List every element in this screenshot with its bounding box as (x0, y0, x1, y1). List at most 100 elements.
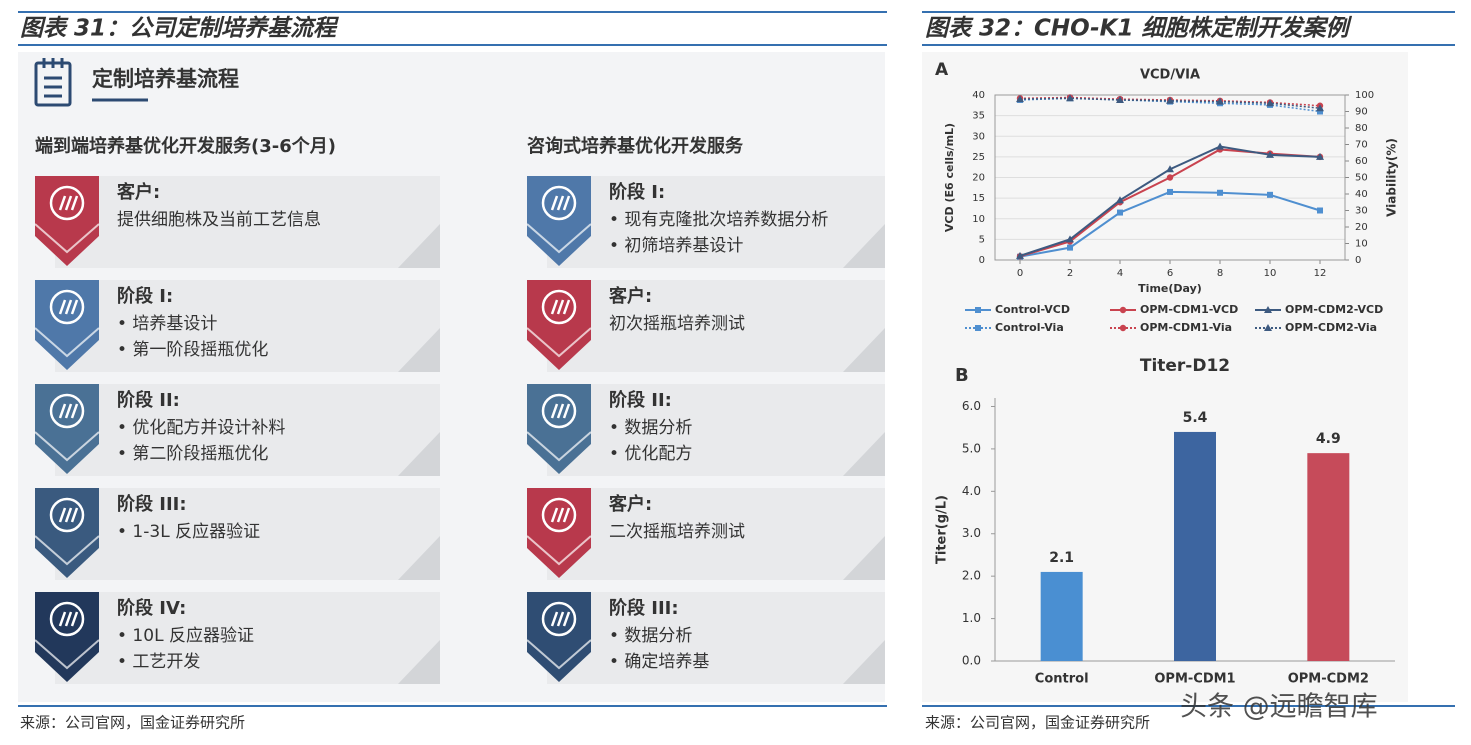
source: 来源：公司官网，国金证券研究所 (925, 714, 1150, 732)
value-label: 2.1 (1049, 550, 1074, 566)
card-corner (843, 536, 885, 580)
step-line: • 培养基设计 (117, 314, 217, 334)
y-tick-label: 20 (972, 173, 985, 184)
step-line: • 第二阶段摇瓶优化 (117, 444, 268, 464)
step-icon (49, 393, 85, 429)
bar (1174, 431, 1216, 661)
y2-tick-label: 0 (1355, 255, 1361, 266)
step-card (55, 488, 440, 580)
y-tick-label: 5.0 (962, 441, 981, 455)
y2-tick-label: 50 (1355, 173, 1368, 184)
y-tick-label: 2.0 (962, 569, 981, 583)
marker (1216, 142, 1224, 150)
step-line: • 优化配方并设计补料 (117, 418, 285, 438)
y2-tick-label: 30 (1355, 206, 1368, 217)
legend-label: Control-VCD (995, 303, 1070, 316)
plot-frame (994, 94, 1346, 261)
x-tick-label: 12 (1314, 268, 1327, 279)
clipboard-icon (34, 58, 72, 107)
x-tick-label: 0 (1017, 268, 1023, 279)
y-tick-label: 6.0 (962, 399, 981, 413)
step-icon (49, 289, 85, 325)
y-tick-label: 25 (972, 152, 985, 163)
diagram-header: 定制培养基流程 (92, 67, 239, 91)
step-icon-glyph (550, 403, 571, 419)
chevron-notch (34, 639, 100, 670)
y2-axis-label: Viability(%) (1385, 138, 1399, 217)
x-tick-label: Control (1035, 672, 1089, 687)
card-corner (398, 536, 440, 580)
step-icon-glyph (58, 611, 79, 627)
card-corner (843, 328, 885, 372)
step-icon-glyph (58, 299, 79, 315)
y2-tick-label: 100 (1355, 90, 1374, 101)
marker (1267, 191, 1273, 198)
chevron-notch (34, 327, 100, 358)
chevron-notch (34, 223, 100, 254)
chart-title: Titer-D12 (1140, 356, 1230, 376)
panel-label: A (935, 60, 949, 80)
marker (1266, 99, 1274, 107)
card-corner (843, 640, 885, 684)
step-icon-glyph (550, 299, 571, 315)
step-line: • 初筛培养基设计 (609, 236, 743, 256)
step-line: • 工艺开发 (117, 652, 200, 672)
y2-tick-label: 70 (1355, 140, 1368, 151)
legend-label: OPM-CDM2-Via (1285, 321, 1377, 334)
legend-label: OPM-CDM2-VCD (1285, 303, 1383, 316)
y-tick-label: 0 (979, 255, 985, 266)
y-tick-label: 1.0 (962, 611, 981, 625)
step-line: • 优化配方 (609, 444, 692, 464)
step-icon (49, 185, 85, 221)
marker (1316, 152, 1324, 160)
x-tick-label: OPM-CDM1 (1154, 672, 1235, 687)
step-icon-glyph (550, 195, 571, 211)
step-line: • 确定培养基 (609, 652, 709, 672)
step-title: 阶段 III: (609, 597, 679, 619)
step-title: 阶段 II: (609, 389, 672, 411)
marker (1317, 108, 1323, 115)
marker (1016, 95, 1024, 103)
step-card (547, 488, 885, 580)
y-tick-label: 10 (972, 214, 985, 225)
step-title: 阶段 I: (609, 181, 665, 203)
step-icon (49, 601, 85, 637)
y2-tick-label: 20 (1355, 222, 1368, 233)
step-card (547, 384, 885, 476)
step-title: 客户: (117, 181, 160, 203)
y2-tick-label: 60 (1355, 156, 1368, 167)
legend-label: OPM-CDM1-VCD (1140, 303, 1238, 316)
step-icon-glyph (550, 507, 571, 523)
marker (1066, 235, 1074, 243)
bar (1040, 571, 1083, 661)
marker (1016, 251, 1024, 259)
legend-label: Control-Via (995, 321, 1064, 334)
marker (975, 307, 981, 313)
x-tick-label: 8 (1217, 268, 1223, 279)
step-icon-glyph (550, 611, 571, 627)
marker (1266, 150, 1274, 158)
step-title: 阶段 I: (117, 285, 173, 307)
marker (1264, 306, 1272, 313)
card-corner (398, 224, 440, 268)
y-tick-label: 15 (972, 193, 985, 204)
step-icon (541, 497, 577, 533)
marker (1067, 244, 1073, 251)
panel-label: B (955, 365, 969, 386)
step-line: • 1-3L 反应器验证 (117, 522, 260, 542)
step-line: • 第一阶段摇瓶优化 (117, 340, 268, 360)
chevron-notch (34, 535, 100, 566)
marker (975, 325, 981, 331)
card-corner (843, 432, 885, 476)
step-title: 阶段 III: (117, 493, 187, 515)
marker (1264, 324, 1272, 331)
step-line: • 数据分析 (609, 418, 692, 438)
step-icon (541, 601, 577, 637)
step-line: 二次摇瓶培养测试 (609, 522, 745, 542)
step-card (547, 592, 885, 684)
y-axis-label: Titer(g/L) (935, 495, 950, 564)
y-tick-label: 40 (972, 90, 985, 101)
marker (1167, 188, 1173, 195)
y-tick-label: 30 (972, 131, 985, 142)
